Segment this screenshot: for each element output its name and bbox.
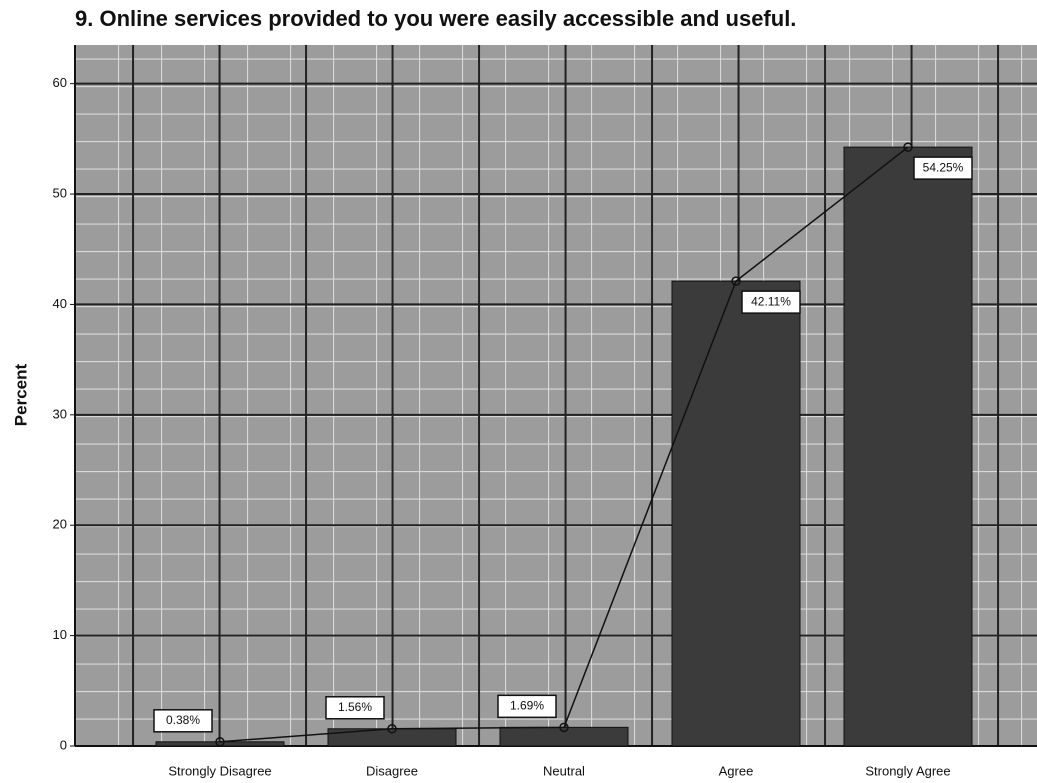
y-tick-label: 10: [53, 627, 67, 642]
x-tick-label: Strongly Disagree: [168, 763, 271, 778]
data-label: 1.69%: [510, 699, 544, 713]
x-tick-label: Strongly Agree: [865, 763, 950, 778]
data-label: 1.56%: [338, 700, 372, 714]
line: [219, 146, 909, 743]
line-marker: [215, 737, 225, 747]
line-marker: [559, 722, 569, 733]
x-tick-label: Disagree: [366, 763, 418, 778]
y-tick-label: 60: [53, 75, 67, 90]
y-tick-label: 40: [53, 296, 67, 311]
data-label-box: [325, 696, 385, 720]
data-label-box: [741, 290, 801, 314]
bar: [499, 726, 629, 747]
line-marker: [903, 142, 913, 152]
y-tick-label: 20: [53, 517, 67, 532]
x-tick-label: Agree: [719, 763, 754, 778]
data-label: 54.25%: [923, 160, 964, 174]
data-label-box: [497, 694, 557, 719]
data-label-box: [913, 156, 973, 180]
line-marker: [387, 724, 397, 734]
y-tick-label: 30: [53, 406, 67, 421]
data-label: 0.38%: [166, 713, 200, 727]
data-label: 42.11%: [751, 294, 791, 308]
y-tick-label: 50: [53, 185, 67, 200]
x-tick-label: Neutral: [543, 763, 585, 778]
line-marker: [731, 276, 741, 286]
bar: [671, 280, 801, 747]
y-axis-label: Percent: [11, 363, 30, 426]
bar: [327, 728, 457, 747]
data-label-box: [153, 709, 213, 733]
chart-title: 9. Online services provided to you were …: [75, 6, 796, 31]
bar: [843, 146, 973, 747]
y-tick-label: 0: [60, 737, 67, 752]
